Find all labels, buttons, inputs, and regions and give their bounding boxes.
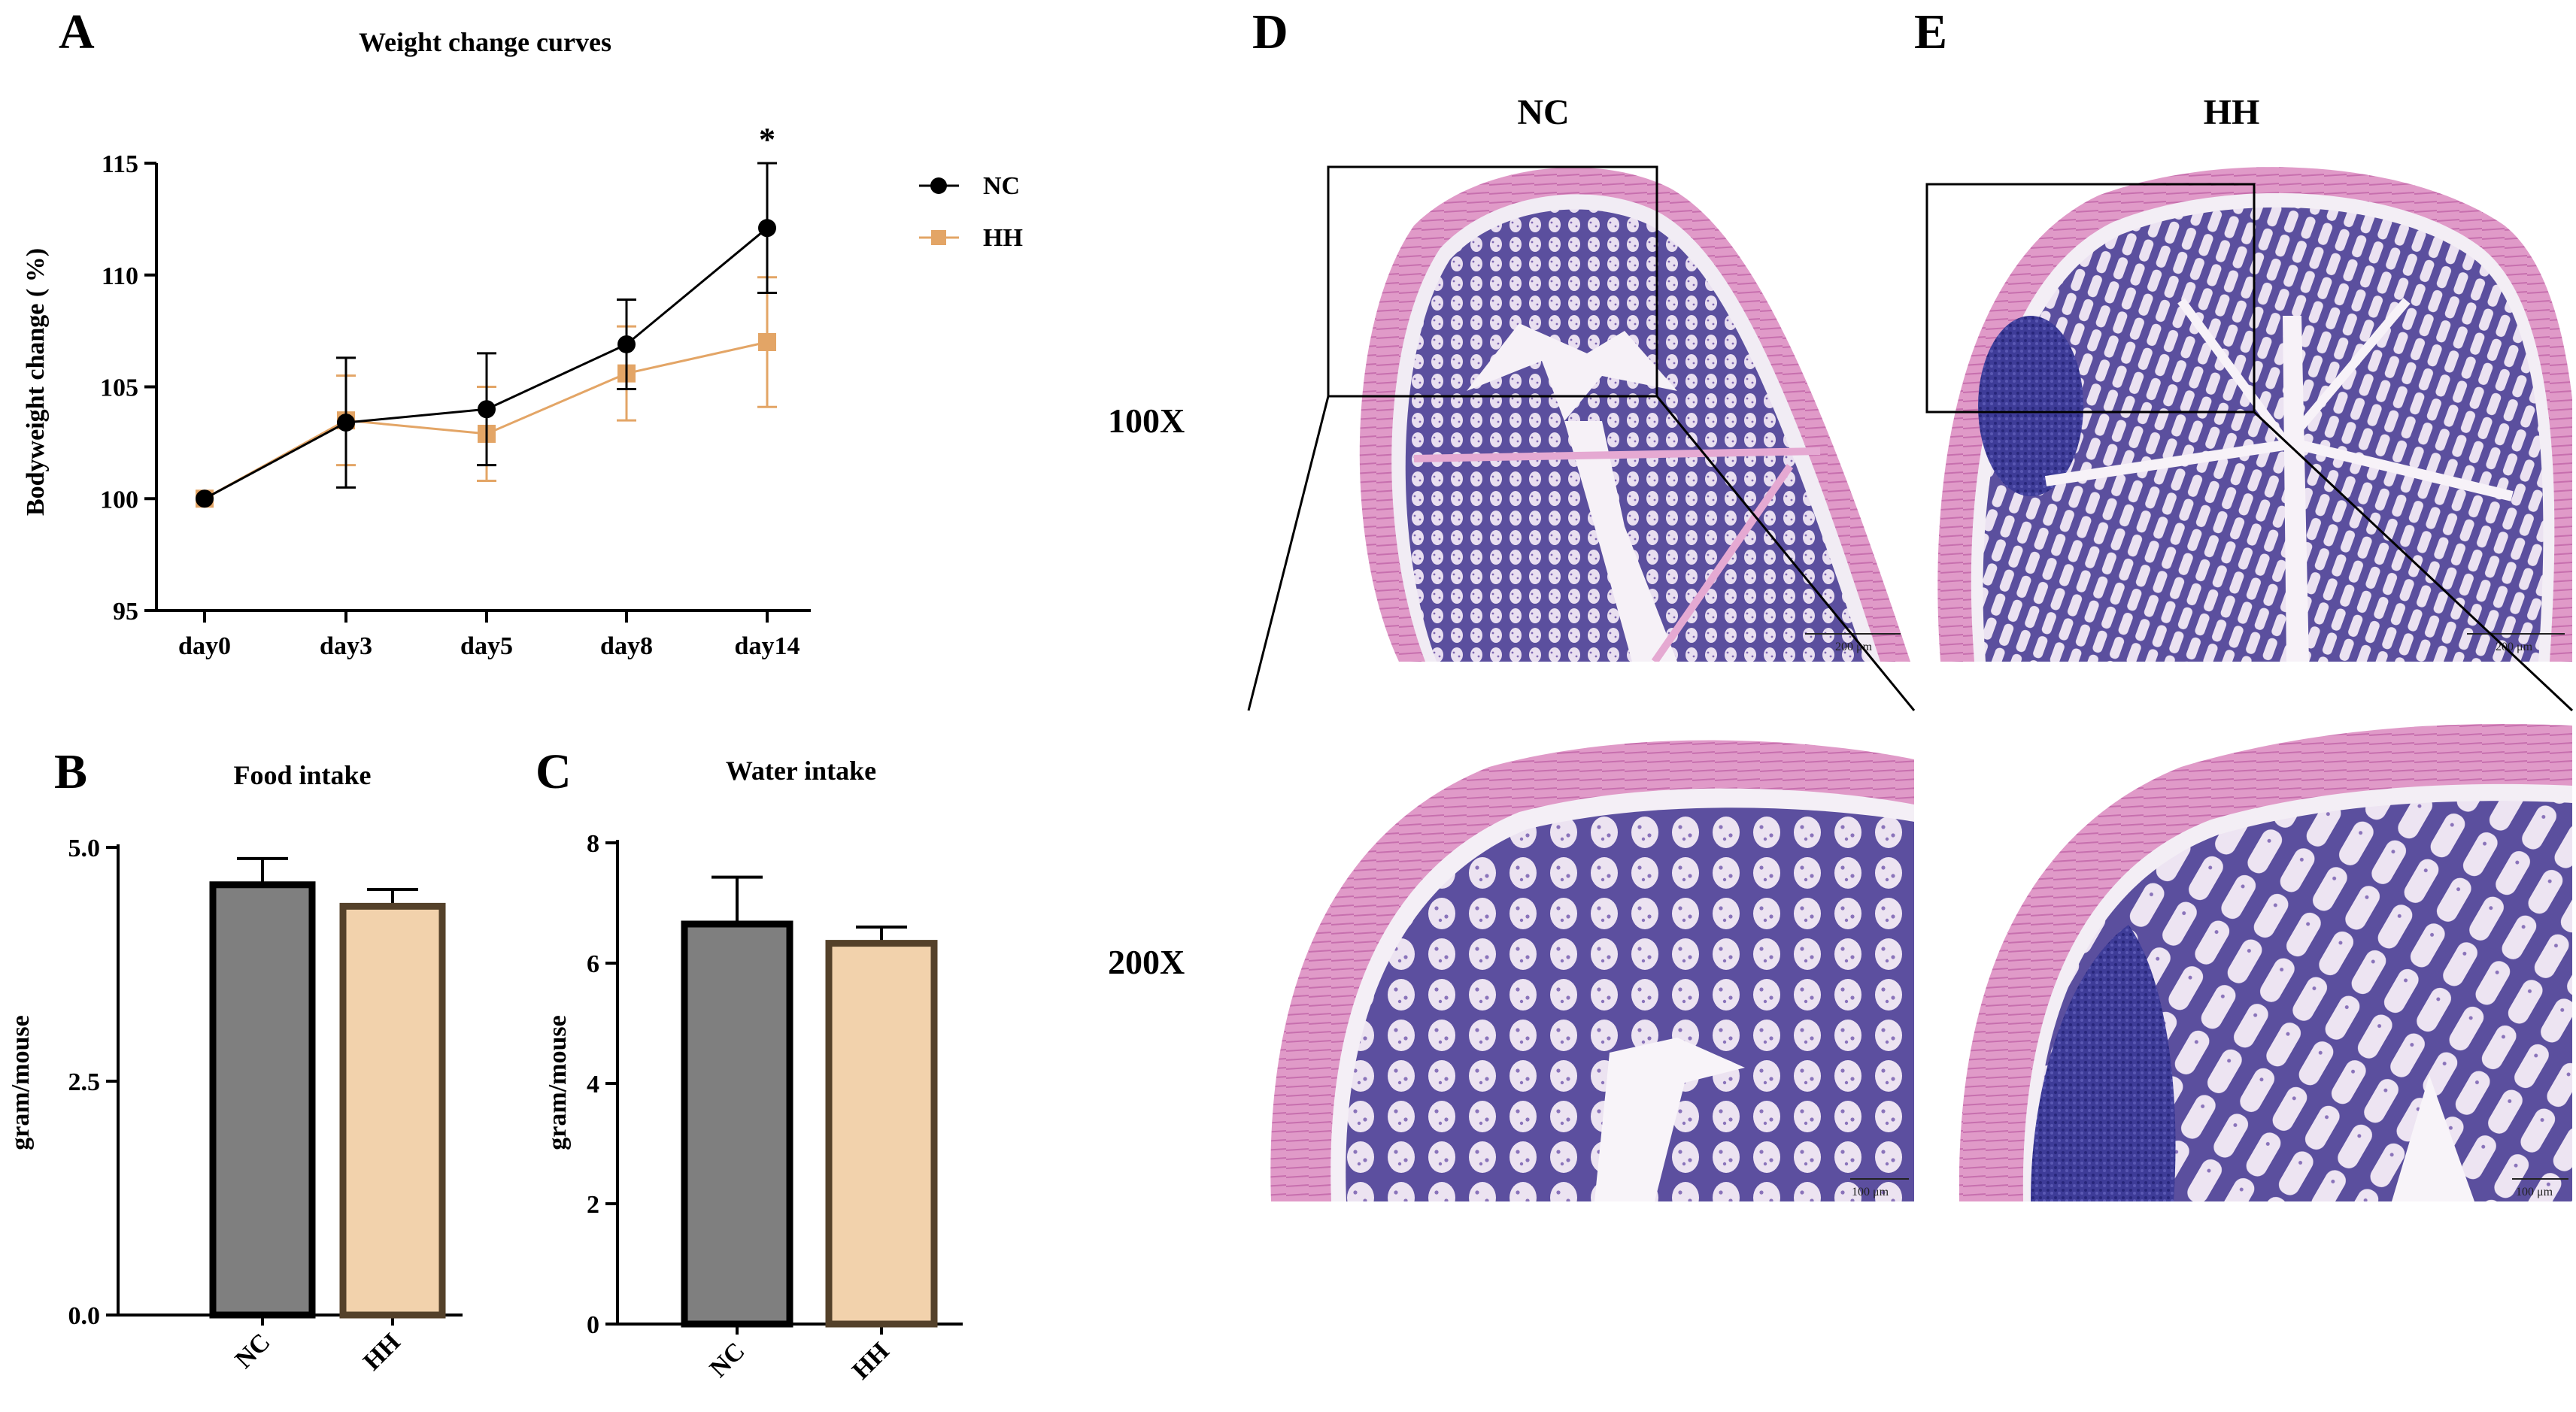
water-intake-chart: Water intake gram/mouse 0 2 4 6 8 NC HH [544,756,963,1385]
chart-c-ytick-label: 2 [587,1191,599,1219]
column-label-nc: NC [1517,92,1569,132]
histology-hh-200x [1959,714,2572,1201]
zoom-line-nc-left [1247,395,1330,711]
scale-text-nc-200x: 100 μm [1852,1186,1889,1198]
legend-nc-label: NC [983,172,1020,200]
point-nc [478,400,496,419]
chart-c-ytick-label: 8 [587,830,599,858]
chart-b-ytick-label: 5.0 [68,835,101,862]
chart-a-ytick-label: 100 [100,486,138,514]
chart-a-series: * [196,121,777,508]
point-nc [337,414,355,432]
chart-a-title: Weight change curves [359,27,611,57]
chart-b-ytick-label: 2.5 [68,1068,101,1096]
panel-letter-e: E [1914,5,1947,59]
chart-b-xtick-label: HH [358,1328,406,1376]
chart-c-title: Water intake [726,756,876,786]
row-label-200x: 200X [1108,943,1185,981]
chart-b-bar-nc [209,881,316,1319]
column-label-hh: HH [2204,92,2260,132]
chart-b-ytick-label: 0.0 [68,1302,101,1330]
chart-b-bars [209,856,446,1319]
point-nc [617,335,636,353]
significance-star: * [759,121,775,158]
panel-letter-c: C [536,744,572,799]
chart-c-xtick-label: HH [847,1337,895,1385]
chart-b-ylabel: gram/mouse [7,1015,35,1150]
point-nc [196,489,214,508]
chart-b-title: Food intake [233,760,371,790]
chart-a-ylabel: Bodyweight change ( %) [22,248,50,516]
scale-text-hh-100x: 200 μm [2496,641,2533,653]
chart-a-xtick-label: day3 [320,632,372,660]
zoom-line-nc-right [1655,395,1916,711]
legend-hh-label: HH [983,224,1023,252]
point-hh [758,333,776,351]
panel-letter-a: A [59,5,95,59]
chart-c-bar-nc [681,920,793,1328]
chart-a-xtick-label: day14 [735,632,800,660]
weight-change-chart: Weight change curves Bodyweight change (… [22,27,1023,660]
histology-panels: NC HH 100X 200X 200 μm 200 μm [1108,92,2574,1201]
zoom-line-hh-right [2253,411,2574,712]
chart-a-axes: 95 100 105 110 115 day0 day3 day5 day8 day14 [100,150,811,660]
scale-text-hh-200x: 100 μm [2516,1186,2553,1198]
point-nc [758,219,776,238]
panel-letter-d: D [1252,5,1288,59]
chart-c-xtick-label: NC [705,1337,751,1383]
chart-a-xtick-label: day0 [178,632,231,660]
chart-c-ylabel: gram/mouse [544,1015,572,1150]
chart-c-ytick-label: 6 [587,950,599,978]
chart-c-ytick-label: 0 [587,1311,599,1339]
histology-nc-200x [1267,714,1914,1201]
chart-c-ytick-label: 4 [587,1071,599,1098]
chart-a-xtick-label: day8 [600,632,653,660]
chart-a-ytick-label: 110 [102,262,138,290]
food-intake-chart: Food intake gram/mouse 0.0 2.5 5.0 NC HH [7,760,463,1376]
chart-b-bar-hh [339,902,446,1319]
chart-a-ytick-label: 115 [102,150,138,178]
chart-c-bars [681,875,938,1328]
chart-a-ytick-label: 95 [113,598,138,626]
histology-nc-100x [1359,167,1910,662]
zoom-box-hh [1925,183,2256,414]
chart-c-bar-hh [825,940,938,1328]
chart-a-legend: NC HH [919,172,1023,252]
row-label-100x: 100X [1108,401,1185,440]
zoom-box-nc [1327,165,1658,398]
panel-letter-b: B [54,744,87,799]
scale-text-nc-100x: 200 μm [1835,641,1873,653]
chart-a-ytick-label: 105 [100,374,138,402]
chart-b-xtick-label: NC [230,1328,276,1374]
chart-a-xtick-label: day5 [460,632,513,660]
